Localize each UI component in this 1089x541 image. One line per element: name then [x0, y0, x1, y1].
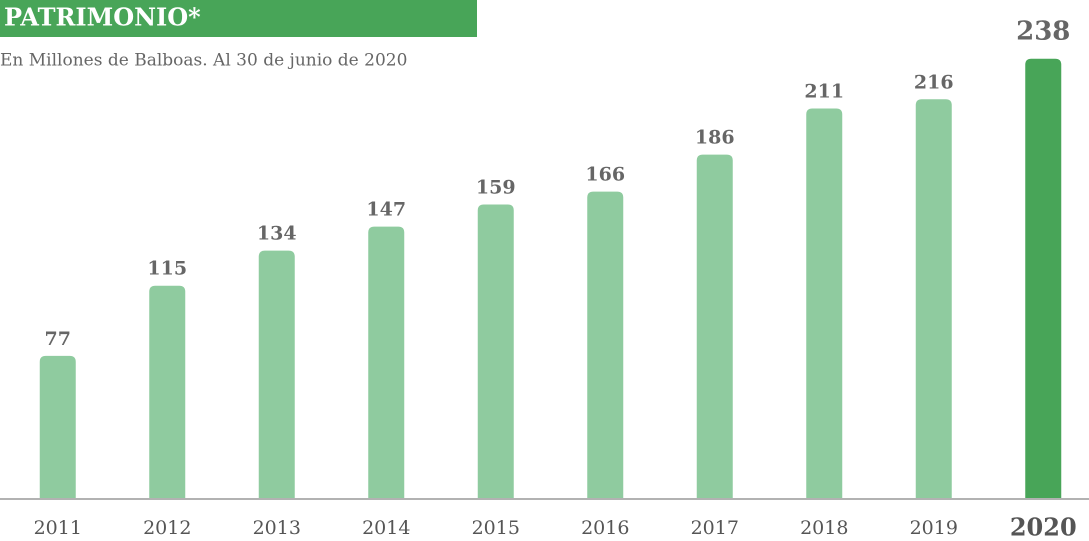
x-tick-label: 2016	[581, 517, 629, 539]
bar	[368, 226, 405, 498]
x-tick-label: 2015	[472, 517, 520, 539]
bar	[1025, 58, 1062, 499]
value-label: 186	[695, 127, 735, 149]
bar	[39, 355, 76, 498]
bar	[915, 99, 952, 499]
chart-subtitle: En Millones de Balboas. Al 30 de junio d…	[0, 51, 407, 71]
x-tick-label: 2011	[34, 517, 82, 539]
x-tick-label: 2017	[691, 517, 739, 539]
bar	[258, 250, 295, 498]
value-label: 115	[147, 258, 187, 280]
value-label: 166	[585, 164, 625, 186]
value-label: 134	[257, 223, 297, 245]
value-label: 211	[804, 81, 844, 103]
x-tick-label: 2013	[253, 517, 301, 539]
bar	[806, 108, 843, 498]
value-label: 77	[45, 328, 71, 350]
chart-title: PATRIMONIO*	[4, 3, 201, 32]
title-banner	[0, 0, 477, 37]
value-label: 216	[914, 71, 954, 93]
x-tick-label: 2020	[1010, 513, 1077, 541]
bar	[149, 285, 186, 498]
bar	[696, 154, 733, 499]
value-label: 238	[1016, 17, 1070, 47]
bar	[477, 204, 514, 498]
bar	[587, 191, 624, 498]
x-tick-label: 2012	[143, 517, 191, 539]
x-tick-label: 2014	[362, 517, 410, 539]
value-label: 159	[476, 177, 516, 199]
x-tick-label: 2018	[800, 517, 848, 539]
value-label: 147	[366, 199, 406, 221]
x-tick-label: 2019	[910, 517, 958, 539]
